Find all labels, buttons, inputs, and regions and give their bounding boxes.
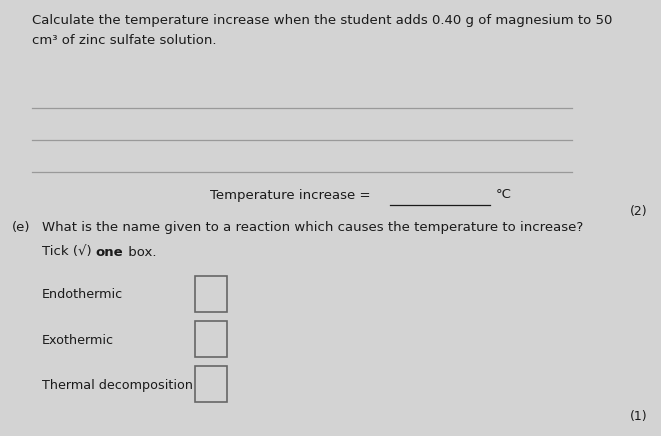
Text: Exothermic: Exothermic [42,334,114,347]
Text: cm³ of zinc sulfate solution.: cm³ of zinc sulfate solution. [32,34,216,47]
Bar [195,366,227,402]
Bar [195,321,227,357]
Text: (1): (1) [630,409,648,422]
Text: Tick (√): Tick (√) [42,245,96,259]
Text: box.: box. [124,245,156,259]
Text: Thermal decomposition: Thermal decomposition [42,378,193,392]
Text: Temperature increase =: Temperature increase = [210,188,375,201]
Text: Endothermic: Endothermic [42,289,123,302]
Text: Calculate the temperature increase when the student adds 0.40 g of magnesium to : Calculate the temperature increase when … [32,14,612,27]
Bar [195,276,227,312]
Text: one: one [96,245,124,259]
Text: (2): (2) [630,205,648,218]
Text: °C: °C [496,188,512,201]
Text: (e): (e) [12,221,30,235]
Text: What is the name given to a reaction which causes the temperature to increase?: What is the name given to a reaction whi… [42,221,583,235]
